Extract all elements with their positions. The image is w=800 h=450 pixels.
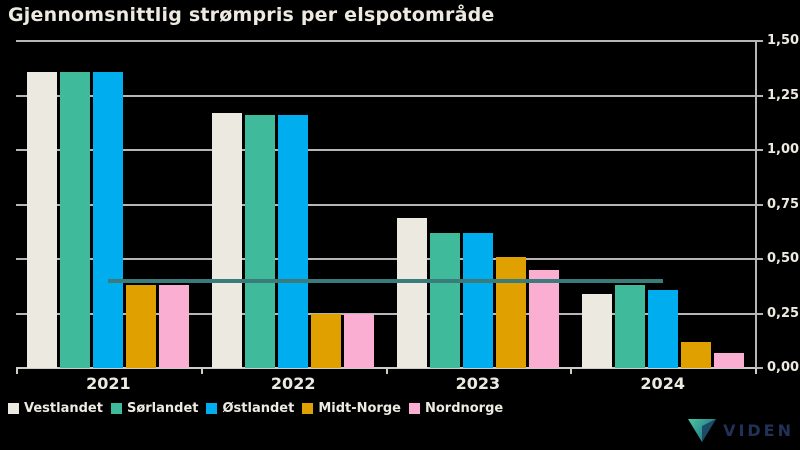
legend-item-s-rlandet: Sørlandet [110,401,199,416]
y-axis-tick [755,40,763,42]
legend-swatch [110,403,122,414]
y-tick-label: 0,50 [767,251,800,266]
bar-midt-norge-2022 [311,313,342,368]
y-axis-tick [755,312,763,315]
y-axis-tick [755,94,763,97]
bar-nordnorge-2022 [344,313,375,368]
bar-s-rlandet-2024 [614,285,645,368]
legend-swatch [206,403,218,414]
viden-logo: VIDEN [687,418,794,443]
legend-label: Sørlandet [126,401,199,416]
bar-s-rlandet-2021 [60,71,91,368]
x-axis-tick [16,368,18,374]
x-axis-tick [570,368,573,374]
bar-midt-norge-2023 [495,256,526,368]
x-axis-label: 2024 [640,374,685,393]
x-axis-label: 2021 [86,374,131,393]
bar-midt-norge-2021 [126,285,157,368]
y-axis-tick [755,367,763,369]
bar-nordnorge-2023 [528,269,559,368]
bar-vestlandet-2023 [396,217,427,368]
gridline [16,94,755,97]
bar-vestlandet-2024 [581,293,612,368]
legend-item-vestlandet: Vestlandet [8,402,103,415]
x-axis-tick [385,368,388,374]
legend-label: Nordnorge [424,401,504,416]
y-axis-tick [755,203,763,206]
gridline [16,312,755,315]
bar-vestlandet-2022 [212,112,243,368]
bar-s-rlandet-2023 [429,232,460,368]
legend-label: Østlandet [222,401,295,416]
y-tick-label: 0,25 [767,305,800,321]
x-axis-tick [755,368,757,374]
legend-item-nordnorge: Nordnorge [408,401,504,416]
viden-logo-text: VIDEN [723,421,794,440]
bar-nordnorge-2024 [713,352,744,368]
y-tick-label: 0,00 [767,360,800,375]
bar-s-rlandet-2022 [245,115,276,368]
legend-label: Midt-Norge [318,401,401,416]
legend-item-midt-norge: Midt-Norge [302,402,401,415]
legend-swatch [302,403,314,414]
y-axis-line [755,41,757,369]
viden-triangle-icon [688,419,717,442]
x-axis-label: 2022 [270,374,316,393]
bar--stlandet-2021 [93,71,124,368]
bar--stlandet-2023 [462,232,493,368]
legend-swatch [8,403,19,414]
reference-line [108,278,663,283]
gridline [16,258,755,260]
legend: Vestlandet Sørlandet Østlandet Midt-Norge No… [8,402,503,415]
bar-nordnorge-2021 [159,285,190,368]
x-axis-tick [200,368,203,374]
y-axis-tick [755,149,763,151]
y-tick-label: 0,75 [767,196,800,212]
bar--stlandet-2022 [278,115,309,368]
y-tick-label: 1,00 [767,142,800,157]
gridline [16,40,755,42]
bar-vestlandet-2021 [27,71,58,368]
x-axis-label: 2023 [455,374,501,393]
gridline [16,203,755,206]
bar--stlandet-2024 [647,289,678,368]
legend-label: Vestlandet [24,401,103,416]
chart-title: Gjennomsnittlig strømpris per elspotområ… [8,4,495,26]
gridline [16,149,755,151]
bar-midt-norge-2024 [680,341,711,368]
y-tick-label: 1,25 [767,87,800,103]
y-axis-tick [755,258,763,260]
y-tick-label: 1,50 [767,33,800,48]
legend-item--stlandet: Østlandet [206,402,294,415]
legend-swatch [408,403,420,414]
